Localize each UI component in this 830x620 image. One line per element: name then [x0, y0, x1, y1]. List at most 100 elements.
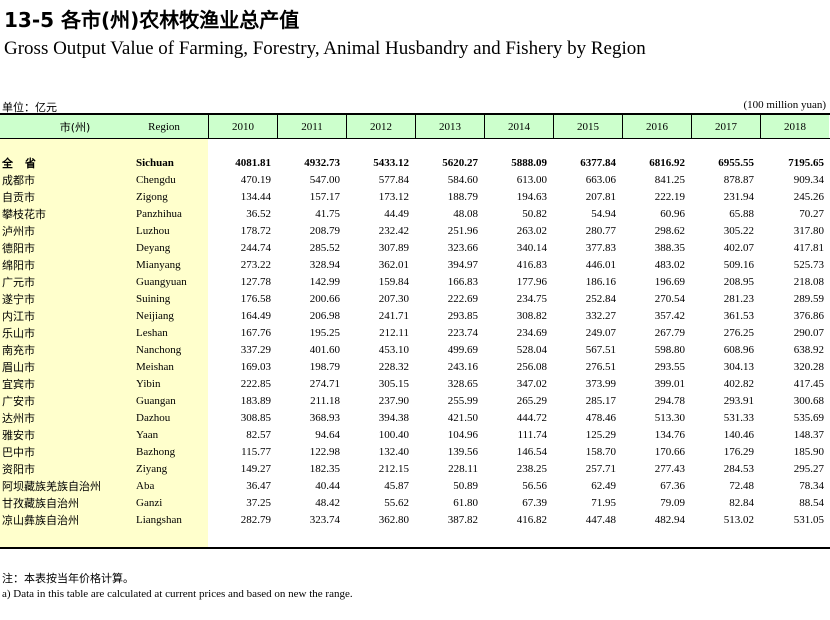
value-cell: 525.73 — [793, 259, 824, 271]
value-cell: 186.16 — [585, 276, 616, 288]
value-cell: 6955.55 — [718, 157, 754, 169]
value-cell: 50.89 — [453, 480, 478, 492]
table-row: 雅安市 Yaan 82.57 94.64 100.40 104.96 111.74 125.2… — [0, 427, 830, 444]
region-name-cn: 绵阳市 — [2, 259, 35, 272]
region-column-highlight — [0, 138, 208, 547]
table-row: 广安市 Guangan 183.89 211.18 237.90 255.99 265.29… — [0, 393, 830, 410]
value-cell: 317.80 — [793, 225, 824, 237]
value-cell: 499.69 — [447, 344, 478, 356]
header-cell: 2014 — [485, 115, 553, 138]
value-cell: 50.82 — [522, 208, 547, 220]
value-cell: 567.51 — [585, 344, 616, 356]
value-cell: 243.16 — [447, 361, 478, 373]
value-cell: 208.95 — [723, 276, 754, 288]
region-name-cn: 雅安市 — [2, 429, 35, 442]
table-row-total: 全 省 Sichuan 4081.81 4932.73 5433.12 5620.27 58… — [0, 155, 830, 172]
value-cell: 232.42 — [378, 225, 409, 237]
value-cell: 337.29 — [240, 344, 271, 356]
value-cell: 222.19 — [654, 191, 685, 203]
value-cell: 878.87 — [723, 174, 754, 186]
value-cell: 289.59 — [793, 293, 824, 305]
table-row: 遂宁市 Suining 176.58 200.66 207.30 222.69 234.75… — [0, 291, 830, 308]
value-cell: 608.96 — [723, 344, 754, 356]
table-row: 广元市 Guangyuan 127.78 142.99 159.84 166.83 177.… — [0, 274, 830, 291]
region-name-cn: 阿坝藏族羌族自治州 — [2, 480, 101, 493]
table-row: 乐山市 Leshan 167.76 195.25 212.11 223.74 234.69 2… — [0, 325, 830, 342]
table-row: 巴中市 Bazhong 115.77 122.98 132.40 139.56 146.54… — [0, 444, 830, 461]
value-cell: 6816.92 — [649, 157, 685, 169]
value-cell: 244.74 — [240, 242, 271, 254]
value-cell: 841.25 — [654, 174, 685, 186]
table-row: 南充市 Nanchong 337.29 401.60 453.10 499.69 528.0… — [0, 342, 830, 359]
value-cell: 173.12 — [378, 191, 409, 203]
value-cell: 167.76 — [240, 327, 271, 339]
value-cell: 357.42 — [654, 310, 685, 322]
value-cell: 663.06 — [585, 174, 616, 186]
value-cell: 300.68 — [793, 395, 824, 407]
value-cell: 251.96 — [447, 225, 478, 237]
value-cell: 446.01 — [585, 259, 616, 271]
value-cell: 245.26 — [793, 191, 824, 203]
value-cell: 115.77 — [241, 446, 271, 458]
header-divider — [760, 115, 761, 138]
table-row: 宜宾市 Yibin 222.85 274.71 305.15 328.65 347.02 37… — [0, 376, 830, 393]
region-name-en: Meishan — [136, 361, 174, 373]
region-name-en: Aba — [136, 480, 155, 492]
unit-label-cn: 单位：亿元 — [2, 101, 57, 114]
value-cell: 362.80 — [378, 514, 409, 526]
value-cell: 207.30 — [378, 293, 409, 305]
region-name-en: Neijiang — [136, 310, 174, 322]
page-title-cn: 13-5 各市(州)农林牧渔业总产值 — [4, 8, 300, 32]
value-cell: 241.71 — [378, 310, 409, 322]
region-name-cn: 广元市 — [2, 276, 35, 289]
value-cell: 7195.65 — [788, 157, 824, 169]
value-cell: 149.27 — [240, 463, 271, 475]
value-cell: 48.08 — [453, 208, 478, 220]
value-cell: 416.82 — [516, 514, 547, 526]
value-cell: 134.44 — [240, 191, 271, 203]
region-name-en: Yaan — [136, 429, 159, 441]
value-cell: 388.35 — [654, 242, 685, 254]
value-cell: 164.49 — [240, 310, 271, 322]
header-cell: 2016 — [623, 115, 691, 138]
value-cell: 305.22 — [723, 225, 754, 237]
value-cell: 368.93 — [309, 412, 340, 424]
value-cell: 218.08 — [793, 276, 824, 288]
value-cell: 376.86 — [793, 310, 824, 322]
value-cell: 294.78 — [654, 395, 685, 407]
value-cell: 206.98 — [309, 310, 340, 322]
region-name-cn: 遂宁市 — [2, 293, 35, 306]
region-name-cn: 南充市 — [2, 344, 35, 357]
value-cell: 293.91 — [723, 395, 754, 407]
region-name-cn: 凉山彝族自治州 — [2, 514, 79, 527]
value-cell: 528.04 — [516, 344, 547, 356]
value-cell: 483.02 — [654, 259, 685, 271]
table-row: 阿坝藏族羌族自治州 Aba 36.47 40.44 45.87 50.89 56.56 62.… — [0, 478, 830, 495]
value-cell: 328.94 — [309, 259, 340, 271]
value-cell: 332.27 — [585, 310, 616, 322]
value-cell: 36.47 — [246, 480, 271, 492]
value-cell: 444.72 — [516, 412, 547, 424]
value-cell: 211.18 — [310, 395, 340, 407]
value-cell: 298.62 — [654, 225, 685, 237]
region-name-cn: 泸州市 — [2, 225, 35, 238]
value-cell: 41.75 — [315, 208, 340, 220]
value-cell: 195.25 — [309, 327, 340, 339]
value-cell: 237.90 — [378, 395, 409, 407]
value-cell: 308.82 — [516, 310, 547, 322]
value-cell: 265.29 — [516, 395, 547, 407]
region-name-en: Deyang — [136, 242, 171, 254]
header-cell: 2018 — [761, 115, 829, 138]
value-cell: 71.95 — [591, 497, 616, 509]
value-cell: 176.29 — [723, 446, 754, 458]
value-cell: 394.97 — [447, 259, 478, 271]
value-cell: 285.17 — [585, 395, 616, 407]
region-name-en: Nanchong — [136, 344, 182, 356]
value-cell: 88.54 — [799, 497, 824, 509]
header-cell: 2012 — [347, 115, 415, 138]
value-cell: 293.55 — [654, 361, 685, 373]
page-title-en: Gross Output Value of Farming, Forestry,… — [4, 38, 646, 59]
value-cell: 417.81 — [793, 242, 824, 254]
value-cell: 584.60 — [447, 174, 478, 186]
value-cell: 198.79 — [309, 361, 340, 373]
